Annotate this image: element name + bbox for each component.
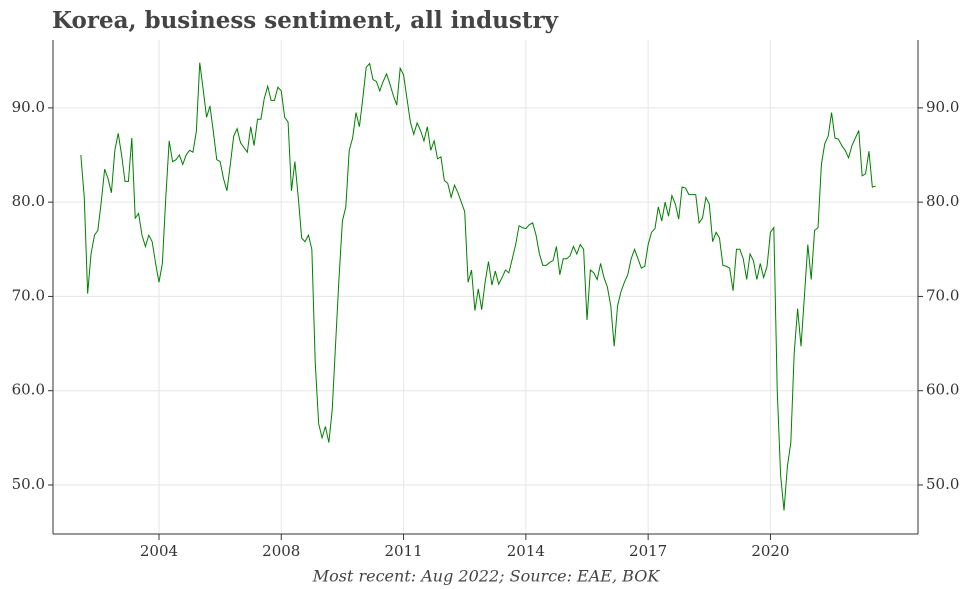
- y-tick-label: 90.0: [12, 98, 45, 116]
- y-tick-label: 50.0: [12, 475, 45, 493]
- x-tick-label: 2004: [140, 542, 178, 560]
- y-tick-label: 60.0: [12, 381, 45, 399]
- x-tick-label: 2011: [384, 542, 422, 560]
- y2-tick-label: 70.0: [926, 286, 959, 304]
- y2-tick-label: 50.0: [926, 475, 959, 493]
- y-tick-label: 80.0: [12, 192, 45, 210]
- chart-title: Korea, business sentiment, all industry: [52, 7, 559, 34]
- x-tick-label: 2008: [262, 542, 300, 560]
- y2-tick-label: 60.0: [926, 381, 959, 399]
- y-tick-label: 70.0: [12, 286, 45, 304]
- y2-tick-label: 80.0: [926, 192, 959, 210]
- data-line: [80, 62, 876, 511]
- x-tick-label: 2014: [507, 542, 545, 560]
- caption: Most recent: Aug 2022; Source: EAE, BOK: [312, 567, 661, 586]
- x-tick-label: 2020: [751, 542, 789, 560]
- x-tick-label: 2017: [629, 542, 667, 560]
- y2-tick-label: 90.0: [926, 98, 959, 116]
